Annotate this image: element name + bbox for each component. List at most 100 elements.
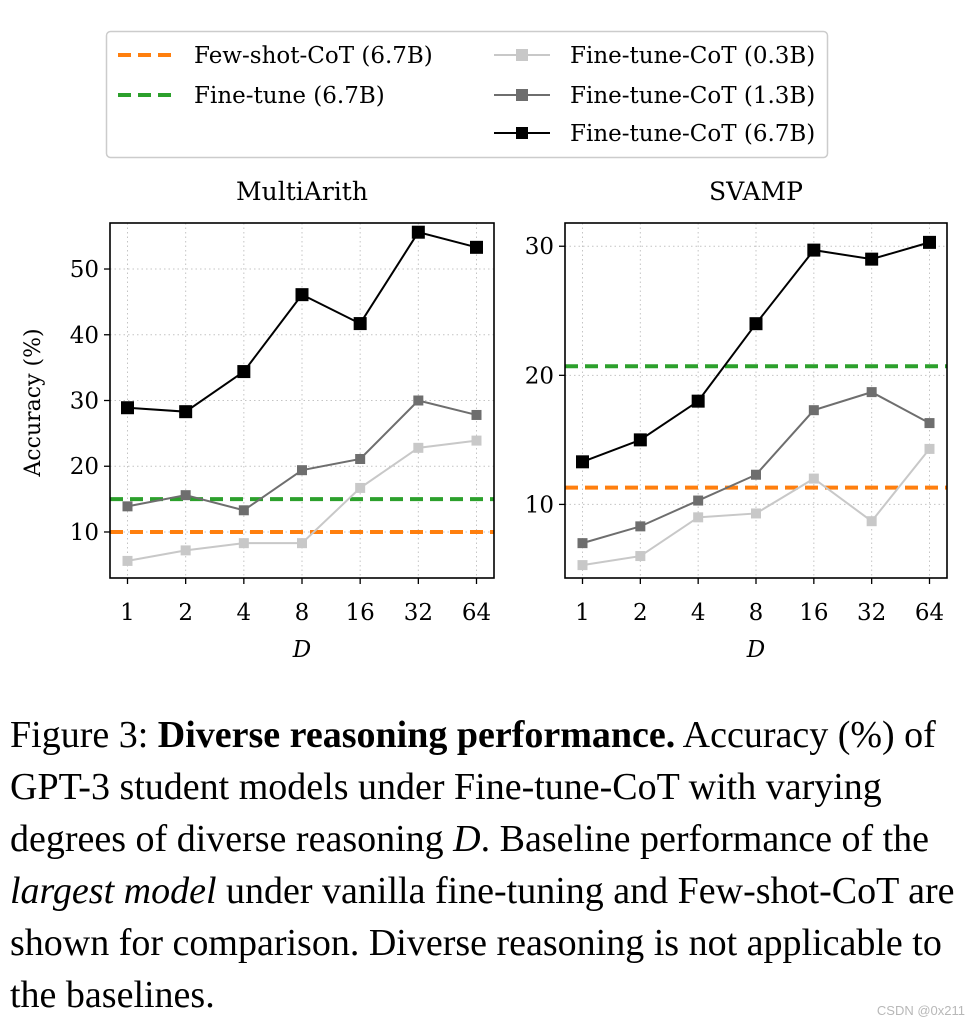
chart-panel-multiarith: 1 2 4 8 16 32 64 10 20 30 40 50 MultiArith D Accuracy … <box>21 177 495 663</box>
series-line <box>121 225 483 419</box>
legend-swatch-marker <box>516 49 528 61</box>
chart-panel-svamp: 1 2 4 8 16 32 64 10 20 30 SVAMP D <box>525 177 948 663</box>
legend-item: Fine-tune-CoT (6.7B) <box>494 121 815 147</box>
caption-italic-phrase: largest model <box>10 870 217 912</box>
y-tick-label: 50 <box>70 257 99 283</box>
data-point-marker <box>635 551 646 562</box>
x-tick-label: 64 <box>462 600 491 626</box>
data-point-marker <box>413 442 424 453</box>
data-point-marker <box>121 401 134 415</box>
legend-swatch-marker <box>516 89 528 101</box>
legend-swatch-marker <box>516 127 528 139</box>
data-point-marker <box>808 473 819 484</box>
caption-var-d: D <box>453 818 481 860</box>
series-line <box>122 395 482 516</box>
data-point-marker <box>749 317 763 331</box>
series-line <box>577 387 935 549</box>
x-tick-label: 32 <box>404 600 433 626</box>
data-point-marker <box>353 317 367 331</box>
caption-label: Figure 3: <box>10 714 158 756</box>
x-tick-label: 1 <box>575 600 590 626</box>
data-point-marker <box>865 252 879 266</box>
legend-item: Few-shot-CoT (6.7B) <box>118 43 433 69</box>
data-point-marker <box>470 240 483 254</box>
data-point-marker <box>238 538 249 549</box>
data-point-marker <box>577 538 588 549</box>
y-tick-label: 30 <box>70 389 99 415</box>
y-tick-label: 10 <box>525 492 554 518</box>
legend-item-label: Few-shot-CoT (6.7B) <box>194 43 433 69</box>
chart-title: SVAMP <box>709 177 803 206</box>
x-tick-label: 1 <box>120 600 135 626</box>
grid <box>565 223 947 578</box>
figure-caption: Figure 3: Diverse reasoning performance.… <box>10 709 965 1021</box>
x-tick-label: 8 <box>749 600 764 626</box>
series-line <box>577 443 935 571</box>
data-point-marker <box>807 243 821 257</box>
data-point-marker <box>924 418 935 429</box>
data-point-marker <box>471 435 482 446</box>
data-point-marker <box>471 409 482 420</box>
data-point-marker <box>297 538 307 549</box>
series-line <box>576 235 936 469</box>
data-point-marker <box>635 521 646 532</box>
x-axis-label: D <box>292 637 311 663</box>
data-point-marker <box>355 454 366 465</box>
legend-frame <box>105 30 829 159</box>
y-tick-label: 20 <box>70 454 99 480</box>
legend-item-label: Fine-tune-CoT (6.7B) <box>570 121 815 147</box>
caption-text-3: under vanilla fine-tuning and Few-shot-C… <box>10 870 955 1016</box>
legend-item-label: Fine-tune (6.7B) <box>194 83 385 109</box>
series-line <box>122 435 482 566</box>
data-point-marker <box>693 512 704 523</box>
data-point-marker <box>238 505 249 516</box>
caption-bold-title: Diverse reasoning performance. <box>157 714 676 756</box>
x-tick-label: 8 <box>295 600 310 626</box>
data-point-marker <box>237 365 251 379</box>
legend-item-label: Fine-tune-CoT (0.3B) <box>570 43 815 69</box>
y-tick-label: 30 <box>525 234 554 260</box>
data-point-marker <box>691 394 705 408</box>
y-tick-label: 40 <box>70 323 99 349</box>
legend-item: Fine-tune-CoT (0.3B) <box>494 43 815 69</box>
data-point-marker <box>180 490 191 501</box>
x-tick-label: 4 <box>237 600 252 626</box>
data-point-marker <box>808 405 819 416</box>
watermark: CSDN @0x211 <box>876 1003 965 1018</box>
data-point-marker <box>122 501 133 512</box>
legend-item: Fine-tune (6.7B) <box>118 83 385 109</box>
grid <box>110 223 494 578</box>
data-point-marker <box>122 555 133 566</box>
caption-text-2: . Baseline performance of the <box>480 818 930 860</box>
data-point-marker <box>295 288 309 302</box>
data-point-marker <box>866 387 877 398</box>
data-point-marker <box>413 395 424 406</box>
data-point-marker <box>751 508 761 519</box>
x-tick-label: 2 <box>633 600 648 626</box>
legend: Few-shot-CoT (6.7B) Fine-tune (6.7B) Fine-… <box>105 30 829 159</box>
data-point-marker <box>633 433 647 447</box>
x-tick-label: 16 <box>346 600 375 626</box>
series-path <box>582 241 930 463</box>
y-tick-label: 10 <box>70 520 99 546</box>
legend-item-label: Fine-tune-CoT (1.3B) <box>570 83 815 109</box>
data-point-marker <box>297 465 307 476</box>
data-point-marker <box>577 560 588 571</box>
data-point-marker <box>179 405 193 419</box>
x-tick-label: 4 <box>691 600 706 626</box>
data-point-marker <box>923 235 936 249</box>
y-tick-label: 20 <box>525 363 554 389</box>
caption-text-1: Accuracy (%) of GPT-3 student models und… <box>10 714 936 860</box>
data-point-marker <box>866 516 877 527</box>
x-tick-label: 64 <box>915 600 944 626</box>
data-point-marker <box>180 545 191 556</box>
x-tick-label: 16 <box>799 600 828 626</box>
data-point-marker <box>576 455 589 469</box>
x-axis-label: D <box>746 637 765 663</box>
data-point-marker <box>355 482 366 493</box>
x-tick-label: 2 <box>178 600 193 626</box>
legend-item: Fine-tune-CoT (1.3B) <box>494 83 815 109</box>
data-point-marker <box>693 495 704 506</box>
figure: Few-shot-CoT (6.7B) Fine-tune (6.7B) Fine-… <box>21 30 948 663</box>
data-point-marker <box>924 443 935 454</box>
